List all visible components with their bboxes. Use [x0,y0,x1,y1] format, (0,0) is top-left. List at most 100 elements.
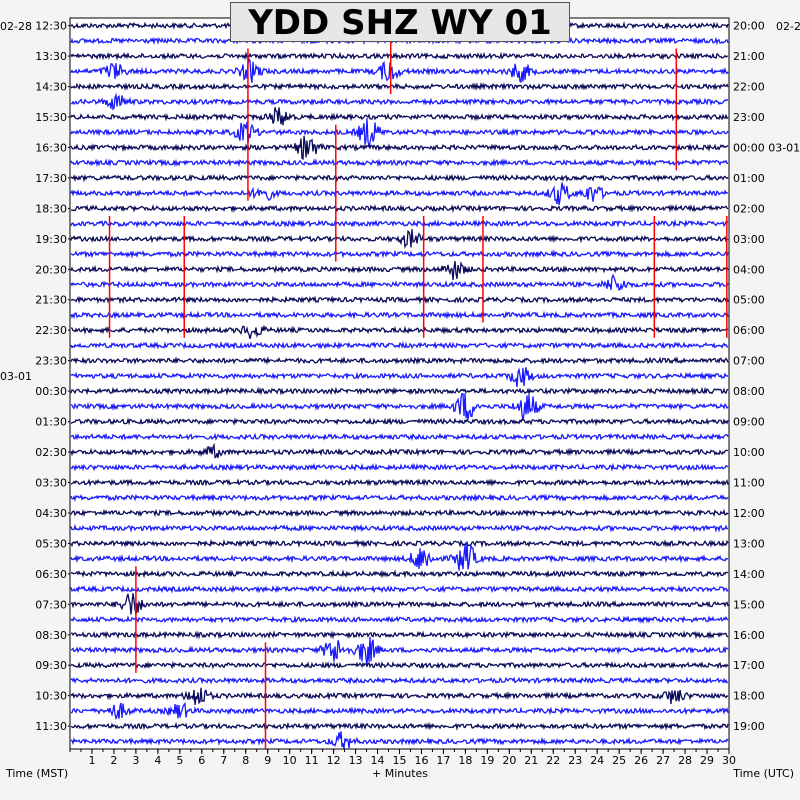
trace-8 [70,118,729,148]
right-time-label: 20:00 [733,20,765,33]
left-time-label: 11:30 [35,720,67,733]
trace-23 [70,356,729,366]
x-tick-label: 6 [198,754,205,767]
trace-19 [70,295,729,305]
right-time-label: 09:00 [733,416,765,429]
left-date-label: 03-01 [0,370,32,383]
x-tick-label: 8 [242,754,249,767]
left-time-label: 06:30 [35,568,67,581]
trace-21 [70,324,729,339]
x-tick-label: 21 [524,754,538,767]
trace-17 [70,260,729,281]
right-time-label: 19:00 [733,720,765,733]
x-tick-label: 9 [264,754,271,767]
trace-37 [71,569,729,579]
right-time-label: 17:00 [733,659,765,672]
x-tick-label: 5 [176,754,183,767]
trace-48 [70,731,729,749]
right-time-label: 06:00 [733,324,765,337]
x-tick-label: 11 [305,754,319,767]
trace-25 [70,386,729,396]
trace-47 [70,721,729,731]
trace-13 [70,203,729,214]
left-time-label: 21:30 [35,294,67,307]
trace-27 [70,417,729,427]
right-time-label: 13:00 [733,537,765,550]
left-time-label: 23:30 [35,355,67,368]
x-tick-label: 3 [132,754,139,767]
right-time-label: 18:00 [733,690,765,703]
right-time-label: 15:00 [733,598,765,611]
right-time-label: 22:00 [733,81,765,94]
left-time-label: 02:30 [35,446,67,459]
x-tick-label: 25 [612,754,626,767]
trace-34 [70,523,728,533]
trace-28 [70,432,729,442]
trace-42 [70,636,729,666]
left-time-label: 13:30 [35,50,67,63]
trace-9 [70,135,729,161]
trace-39 [70,593,729,615]
left-time-label: 03:30 [35,476,67,489]
x-tick-label: 18 [458,754,472,767]
trace-10 [70,158,729,168]
left-time-label: 10:30 [35,690,67,703]
right-time-label: 21:00 [733,50,765,63]
x-tick-label: 22 [546,754,560,767]
trace-20 [70,310,729,320]
x-tick-label: 16 [414,754,428,767]
trace-24 [70,367,729,387]
x-tick-label: 4 [154,754,161,767]
left-time-label: 07:30 [35,598,67,611]
x-tick-label: 30 [722,754,736,767]
x-tick-label: 27 [656,754,670,767]
trace-14 [70,219,729,229]
trace-15 [70,229,729,249]
plot-frame [69,17,730,750]
right-time-label: 01:00 [733,172,765,185]
right-axis-label: Time (UTC) [732,767,794,780]
x-tick-label: 7 [220,754,227,767]
left-time-label: 19:30 [35,233,67,246]
right-time-label: 05:00 [733,294,765,307]
x-tick-label: 24 [590,754,604,767]
left-time-label: 05:30 [35,537,67,550]
trace-38 [70,584,729,594]
right-time-label: 02:00 [733,202,765,215]
right-time-label: 07:00 [733,355,765,368]
x-axis-label: + Minutes [372,767,428,780]
trace-18 [70,273,729,291]
trace-32 [70,493,729,503]
right-time-label: 12:00 [733,507,765,520]
right-time-label: 23:00 [733,111,765,124]
trace-40 [70,615,729,624]
right-time-label: 08:00 [733,385,765,398]
right-time-label: 14:00 [733,568,765,581]
trace-5 [70,81,729,92]
trace-29 [70,442,729,459]
trace-11 [70,173,729,183]
trace-26 [70,392,729,421]
left-time-label: 00:30 [35,385,67,398]
trace-45 [70,687,729,705]
left-time-label: 22:30 [35,324,67,337]
trace-6 [71,92,729,111]
trace-33 [70,508,729,518]
left-date-label: 02-28 [0,20,32,33]
x-tick-label: 14 [371,754,385,767]
x-tick-label: 20 [502,754,516,767]
right-date-label: 02-28 [776,20,800,33]
trace-41 [70,630,729,640]
trace-44 [70,675,729,685]
left-time-label: 18:30 [35,202,67,215]
left-time-label: 15:30 [35,111,67,124]
left-axis-label: Time (MST) [5,767,68,780]
right-time-label: 03:00 [733,233,765,246]
trace-7 [70,107,729,126]
left-time-label: 04:30 [35,507,67,520]
x-tick-label: 29 [700,754,714,767]
trace-22 [70,340,729,350]
trace-31 [70,478,729,488]
trace-4 [70,57,729,83]
